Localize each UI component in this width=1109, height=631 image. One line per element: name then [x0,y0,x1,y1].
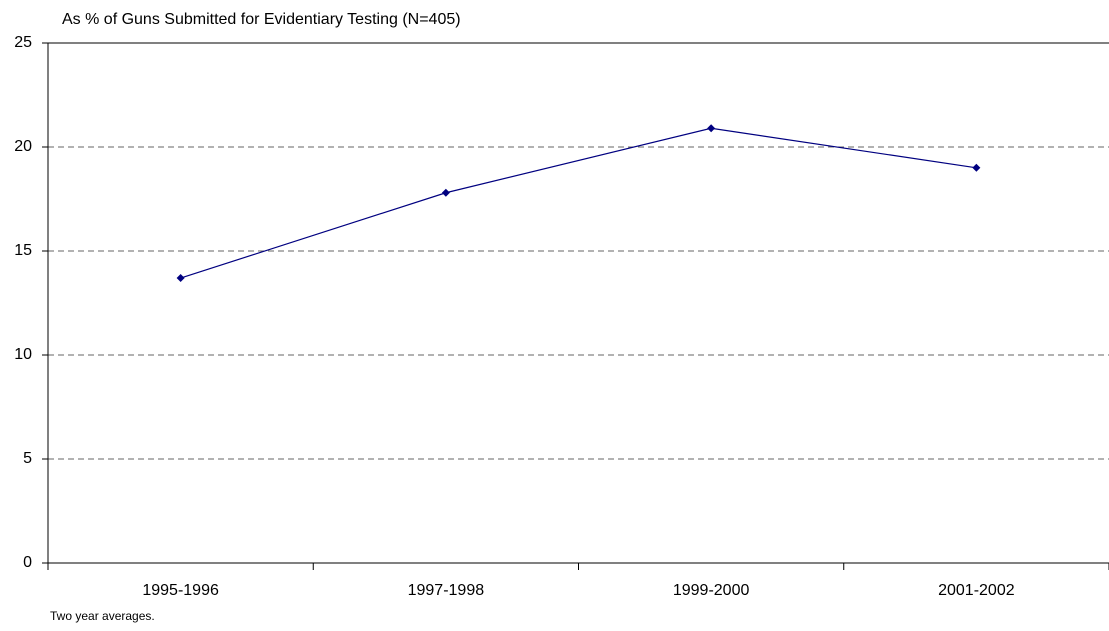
y-tick-label: 25 [14,34,32,51]
data-point [707,124,716,133]
y-tick-label: 15 [14,242,32,259]
x-tick-label: 2001-2002 [938,582,1015,599]
x-tick-label: 1997-1998 [408,582,485,599]
y-tick-label: 0 [23,554,32,571]
data-point [972,163,981,172]
y-tick-label: 20 [14,138,32,155]
y-tick-label: 10 [14,346,32,363]
series-line [180,127,977,279]
y-tick-label: 5 [23,450,32,467]
chart-note: Two year averages. [50,609,155,623]
data-point [176,274,185,283]
chart-title: As % of Guns Submitted for Evidentiary T… [62,11,461,28]
data-point [441,188,450,197]
x-tick-label: 1999-2000 [673,582,750,599]
x-tick-label: 1995-1996 [142,582,219,599]
